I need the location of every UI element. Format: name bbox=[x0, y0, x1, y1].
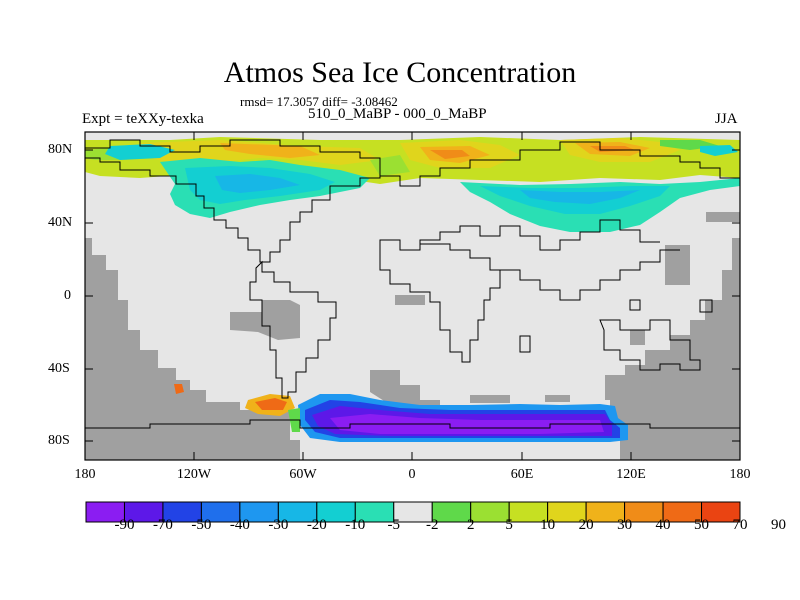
colorbar-label: 10 bbox=[540, 517, 556, 533]
colorbar-swatch bbox=[701, 501, 741, 523]
colorbar-label: -90 bbox=[114, 517, 135, 533]
lon-tick-label: 60W bbox=[289, 467, 317, 482]
colorbar-label: 30 bbox=[617, 517, 633, 533]
colorbar-label: 40 bbox=[655, 517, 671, 533]
colorbar-label: -5 bbox=[387, 517, 401, 533]
lon-tick-label: 180 bbox=[74, 467, 96, 482]
lat-tick-label: 40S bbox=[48, 361, 70, 376]
colorbar-label: 70 bbox=[732, 517, 748, 533]
colorbar-label: -70 bbox=[152, 517, 173, 533]
missing-data-areas bbox=[85, 212, 740, 460]
lon-tick-label: 180 bbox=[729, 467, 751, 482]
lon-tick-label: 120W bbox=[176, 467, 212, 482]
stats-text: rmsd= 17.3057 diff= -3.08462 bbox=[240, 94, 398, 109]
arctic-ice-decrease bbox=[105, 144, 740, 232]
axis-ticks bbox=[84, 132, 741, 460]
lon-tick-label: 0 bbox=[408, 467, 416, 482]
lat-tick-label: 40N bbox=[48, 215, 73, 230]
colorbar-label: -10 bbox=[345, 517, 366, 533]
lat-tick-label: 80N bbox=[48, 142, 73, 157]
colorbar-swatch bbox=[470, 501, 510, 523]
colorbar-label: -2 bbox=[425, 517, 439, 533]
colorbar bbox=[85, 501, 741, 523]
colorbar-label: -30 bbox=[268, 517, 289, 533]
difference-label: 510_0_MaBP - 000_0_MaBP bbox=[308, 106, 487, 122]
season-label: JJA bbox=[715, 111, 738, 127]
colorbar-label: 50 bbox=[694, 517, 710, 533]
colorbar-label: -40 bbox=[229, 517, 250, 533]
colorbar-label: -50 bbox=[191, 517, 212, 533]
colorbar-label: 90 bbox=[770, 517, 786, 533]
colorbar-label: 2 bbox=[466, 517, 475, 533]
experiment-label: Expt = teXXy-texka bbox=[82, 111, 204, 127]
colorbar-label: 20 bbox=[578, 517, 594, 533]
colorbar-label: 5 bbox=[505, 517, 513, 533]
arctic-ice-increase bbox=[85, 137, 740, 184]
lon-tick-label: 120E bbox=[616, 467, 646, 482]
plot-title: Atmos Sea Ice Concentration bbox=[223, 56, 577, 89]
lat-tick-label: 0 bbox=[64, 288, 71, 303]
lon-tick-label: 60E bbox=[510, 467, 534, 482]
lat-tick-label: 80S bbox=[48, 433, 70, 448]
colorbar-label: -20 bbox=[306, 517, 327, 533]
coastlines bbox=[85, 139, 740, 429]
